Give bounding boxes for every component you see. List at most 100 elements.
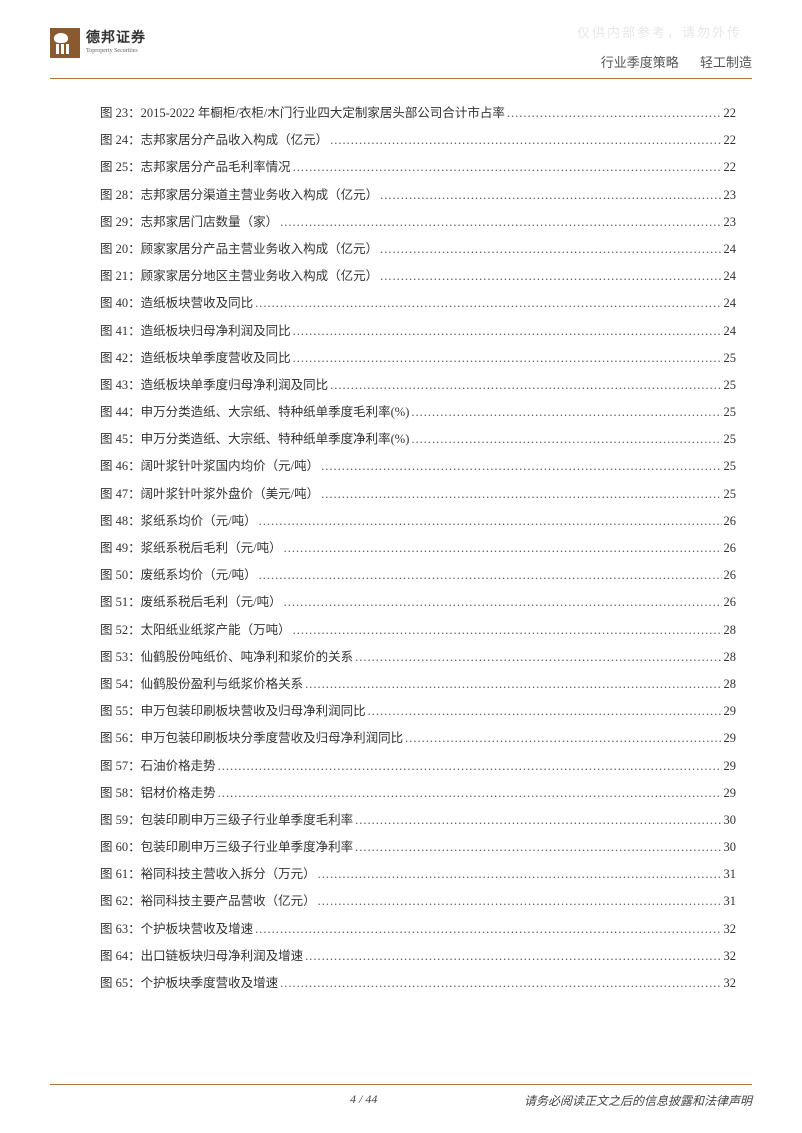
toc-label: 图 60：包装印刷申万三级子行业单季度净利率 xyxy=(100,836,353,855)
brand-name-cn: 德邦证券 xyxy=(86,32,146,46)
toc-row: 图 21：顾家家居分地区主营业务收入构成（亿元） 24 xyxy=(100,265,736,292)
toc-label: 图 51：废纸系税后毛利（元/吨） xyxy=(100,591,282,610)
toc-page: 32 xyxy=(724,922,737,937)
footer-divider xyxy=(50,1084,752,1085)
toc-row: 图 58：铝材价格走势29 xyxy=(100,782,736,809)
toc-label: 图 52：太阳纸业纸浆产能（万吨） xyxy=(100,619,291,638)
page-footer: 4 / 44 请务必阅读正文之后的信息披露和法律声明 xyxy=(50,1092,752,1109)
toc-label: 图 54：仙鹤股份盈利与纸浆价格关系 xyxy=(100,673,303,692)
toc-label: 图 48：浆纸系均价（元/吨） xyxy=(100,510,257,529)
toc-leader-dots xyxy=(259,514,722,529)
toc-label: 图 61：裕同科技主营收入拆分（万元） xyxy=(100,863,316,882)
toc-row: 图 53：仙鹤股份吨纸价、吨净利和浆价的关系 28 xyxy=(100,646,736,673)
toc-label: 图 46：阔叶浆针叶浆国内均价（元/吨） xyxy=(100,455,319,474)
toc-page: 22 xyxy=(724,106,737,121)
table-of-contents: 图 23：2015-2022 年橱柜/衣柜/木门行业四大定制家居头部公司合计市占… xyxy=(100,102,736,999)
toc-leader-dots xyxy=(321,459,721,474)
toc-row: 图 47：阔叶浆针叶浆外盘价（美元/吨）25 xyxy=(100,483,736,510)
toc-label: 图 62：裕同科技主要产品营收（亿元） xyxy=(100,890,316,909)
toc-leader-dots xyxy=(411,405,721,420)
toc-page: 25 xyxy=(724,378,737,393)
toc-page: 24 xyxy=(724,296,737,311)
toc-page: 22 xyxy=(724,133,737,148)
toc-row: 图 65：个护板块季度营收及增速 32 xyxy=(100,972,736,999)
logo-text: 德邦证券 Toproperty Securities xyxy=(86,32,146,54)
toc-page: 25 xyxy=(724,432,737,447)
toc-leader-dots xyxy=(355,840,721,855)
toc-label: 图 28：志邦家居分渠道主营业务收入构成（亿元） xyxy=(100,184,378,203)
toc-leader-dots xyxy=(405,731,721,746)
toc-label: 图 57：石油价格走势 xyxy=(100,755,216,774)
toc-leader-dots xyxy=(305,949,721,964)
toc-label: 图 47：阔叶浆针叶浆外盘价（美元/吨） xyxy=(100,483,319,502)
category-primary: 行业季度策略 xyxy=(601,55,679,70)
toc-label: 图 45：申万分类造纸、大宗纸、特种纸单季度净利率(%) xyxy=(100,428,409,447)
toc-row: 图 25：志邦家居分产品毛利率情况22 xyxy=(100,156,736,183)
toc-leader-dots xyxy=(293,623,722,638)
toc-label: 图 40：造纸板块营收及同比 xyxy=(100,292,253,311)
toc-row: 图 23：2015-2022 年橱柜/衣柜/木门行业四大定制家居头部公司合计市占… xyxy=(100,102,736,129)
brand-name-en: Toproperty Securities xyxy=(86,48,146,54)
toc-label: 图 43：造纸板块单季度归母净利润及同比 xyxy=(100,374,328,393)
page-number: 4 / 44 xyxy=(350,1092,377,1109)
toc-label: 图 64：出口链板块归母净利润及增速 xyxy=(100,945,303,964)
toc-label: 图 65：个护板块季度营收及增速 xyxy=(100,972,278,991)
header-divider xyxy=(50,78,752,79)
toc-label: 图 50：废纸系均价（元/吨） xyxy=(100,564,257,583)
toc-page: 32 xyxy=(724,949,737,964)
toc-page: 31 xyxy=(724,867,737,882)
toc-row: 图 20：顾家家居分产品主营业务收入构成（亿元） 24 xyxy=(100,238,736,265)
toc-row: 图 55：申万包装印刷板块营收及归母净利润同比29 xyxy=(100,700,736,727)
toc-leader-dots xyxy=(318,894,722,909)
toc-leader-dots xyxy=(380,269,721,284)
toc-row: 图 48：浆纸系均价（元/吨） 26 xyxy=(100,510,736,537)
toc-page: 26 xyxy=(724,541,737,556)
toc-row: 图 60：包装印刷申万三级子行业单季度净利率30 xyxy=(100,836,736,863)
header-categories: 行业季度策略 轻工制造 xyxy=(601,52,752,71)
toc-page: 26 xyxy=(724,514,737,529)
toc-label: 图 29：志邦家居门店数量（家） xyxy=(100,211,278,230)
toc-leader-dots xyxy=(380,242,721,257)
toc-label: 图 55：申万包装印刷板块营收及归母净利润同比 xyxy=(100,700,366,719)
toc-page: 23 xyxy=(724,215,737,230)
toc-page: 28 xyxy=(724,650,737,665)
brand-logo: 德邦证券 Toproperty Securities xyxy=(50,28,146,58)
toc-row: 图 49：浆纸系税后毛利（元/吨） 26 xyxy=(100,537,736,564)
toc-label: 图 21：顾家家居分地区主营业务收入构成（亿元） xyxy=(100,265,378,284)
toc-page: 31 xyxy=(724,894,737,909)
toc-page: 29 xyxy=(724,731,737,746)
category-secondary: 轻工制造 xyxy=(700,55,752,70)
toc-label: 图 53：仙鹤股份吨纸价、吨净利和浆价的关系 xyxy=(100,646,353,665)
footer-disclaimer: 请务必阅读正文之后的信息披露和法律声明 xyxy=(524,1092,752,1109)
toc-row: 图 45：申万分类造纸、大宗纸、特种纸单季度净利率(%) 25 xyxy=(100,428,736,455)
toc-row: 图 64：出口链板块归母净利润及增速 32 xyxy=(100,945,736,972)
toc-leader-dots xyxy=(321,487,721,502)
toc-label: 图 58：铝材价格走势 xyxy=(100,782,216,801)
toc-page: 32 xyxy=(724,976,737,991)
toc-leader-dots xyxy=(293,351,722,366)
toc-page: 24 xyxy=(724,242,737,257)
toc-row: 图 57：石油价格走势29 xyxy=(100,755,736,782)
toc-label: 图 25：志邦家居分产品毛利率情况 xyxy=(100,156,291,175)
toc-leader-dots xyxy=(218,759,722,774)
toc-label: 图 20：顾家家居分产品主营业务收入构成（亿元） xyxy=(100,238,378,257)
toc-page: 25 xyxy=(724,351,737,366)
toc-row: 图 56：申万包装印刷板块分季度营收及归母净利润同比29 xyxy=(100,727,736,754)
toc-page: 24 xyxy=(724,269,737,284)
toc-leader-dots xyxy=(318,867,722,882)
toc-leader-dots xyxy=(255,296,721,311)
toc-label: 图 49：浆纸系税后毛利（元/吨） xyxy=(100,537,282,556)
page-total: 44 xyxy=(365,1092,377,1106)
toc-row: 图 29：志邦家居门店数量（家） 23 xyxy=(100,211,736,238)
toc-label: 图 24：志邦家居分产品收入构成（亿元） xyxy=(100,129,328,148)
toc-page: 25 xyxy=(724,405,737,420)
toc-label: 图 23：2015-2022 年橱柜/衣柜/木门行业四大定制家居头部公司合计市占… xyxy=(100,102,505,121)
toc-leader-dots xyxy=(330,378,721,393)
toc-row: 图 40：造纸板块营收及同比 24 xyxy=(100,292,736,319)
toc-label: 图 41：造纸板块归母净利润及同比 xyxy=(100,320,291,339)
toc-leader-dots xyxy=(355,650,721,665)
toc-row: 图 44：申万分类造纸、大宗纸、特种纸单季度毛利率(%)25 xyxy=(100,401,736,428)
toc-page: 23 xyxy=(724,188,737,203)
toc-leader-dots xyxy=(284,595,722,610)
toc-label: 图 59：包装印刷申万三级子行业单季度毛利率 xyxy=(100,809,353,828)
